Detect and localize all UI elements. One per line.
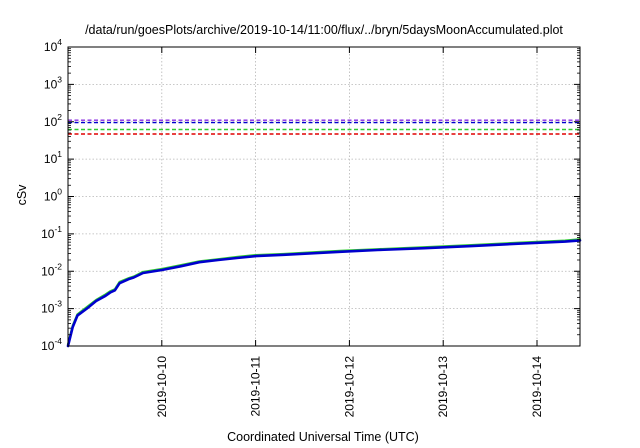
y-tick-label: 102 xyxy=(44,112,62,129)
y-tick-label: 10-2 xyxy=(41,261,62,278)
y-tick-label: 104 xyxy=(44,37,62,54)
chart-title: /data/run/goesPlots/archive/2019-10-14/1… xyxy=(85,23,563,37)
x-axis-label: Coordinated Universal Time (UTC) xyxy=(227,430,419,444)
series-line xyxy=(66,238,582,346)
plot-border xyxy=(67,46,581,347)
x-tick-label: 2019-10-13 xyxy=(436,356,450,418)
y-tick-label: 101 xyxy=(44,149,62,166)
x-tick-labels: 2019-10-10 2019-10-11 2019-10-12 2019-10-13… xyxy=(155,356,544,418)
series-line xyxy=(66,239,582,348)
series-lines xyxy=(66,238,582,348)
x-tick-label: 2019-10-14 xyxy=(530,356,544,418)
y-tick-label: 103 xyxy=(44,74,62,91)
y-tick-labels: 10-4 10-3 10-2 10-1 100 101 102 103 104 xyxy=(41,37,62,353)
y-axis-label: cSv xyxy=(15,184,29,206)
y-tick-label: 10-4 xyxy=(41,336,62,353)
reference-lines xyxy=(68,119,580,135)
y-tick-label: 10-3 xyxy=(41,299,62,316)
grid xyxy=(68,47,580,346)
y-tick-label: 10-1 xyxy=(41,224,62,241)
plot-frame xyxy=(67,46,581,347)
x-tick-label: 2019-10-12 xyxy=(342,356,356,418)
y-tick-label: 100 xyxy=(44,187,62,204)
x-tick-label: 2019-10-10 xyxy=(155,356,169,418)
x-tick-label: 2019-10-11 xyxy=(249,356,263,417)
